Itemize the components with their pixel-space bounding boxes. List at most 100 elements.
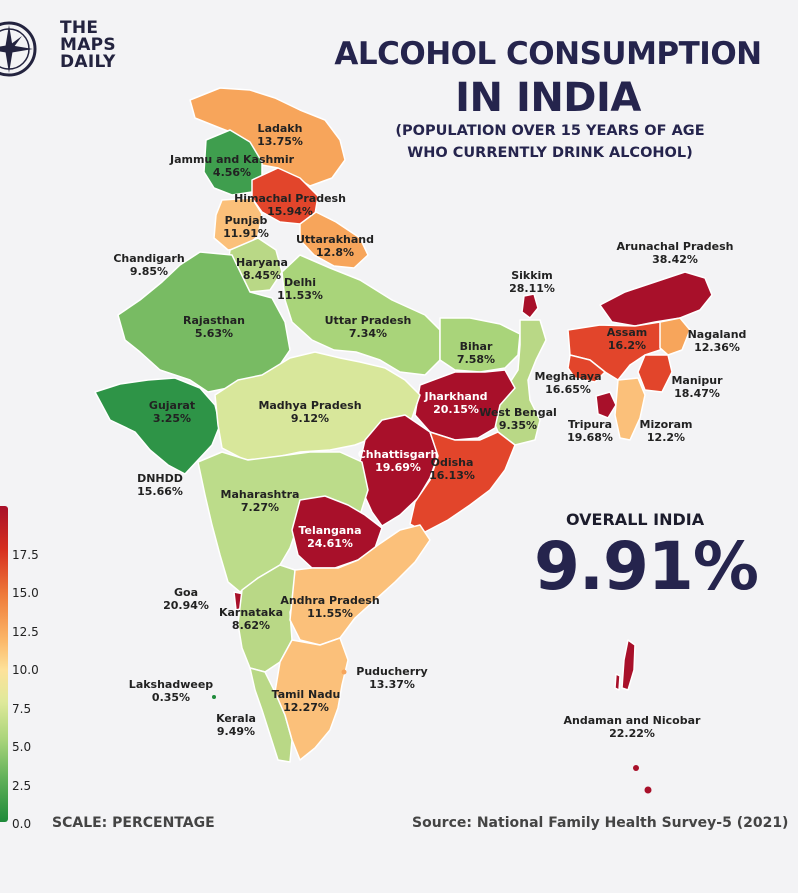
region-value: 15.94%	[267, 205, 313, 218]
region-value: 13.75%	[257, 135, 303, 148]
legend-tick: 7.5	[12, 702, 32, 716]
region-value: 11.53%	[277, 289, 323, 302]
label-rajasthan: Rajasthan 5.63%	[183, 314, 245, 340]
region-value: 7.58%	[456, 353, 496, 366]
region-shape-meghalaya	[567, 354, 606, 383]
region-name: Nagaland	[687, 328, 747, 341]
label-manipur: Manipur 18.47%	[671, 374, 722, 400]
region-name: Jammu and Kashmir	[169, 153, 295, 166]
region-name: Andaman and Nicobar	[563, 714, 701, 727]
region-value: 11.55%	[307, 607, 353, 620]
label-chhattisgarh: Chhattisgarh 19.69%	[358, 448, 439, 474]
region-value: 19.68%	[567, 431, 613, 444]
region-name: Chhattisgarh	[357, 448, 439, 461]
logo-line-2: MAPS	[60, 35, 116, 55]
color-scale-legend: 17.5 15.0 12.5 10.0 7.5 5.0 2.5 0.0	[0, 500, 60, 831]
region-name: Assam	[606, 326, 648, 339]
region-value: 4.56%	[212, 166, 252, 179]
region-name: Meghalaya	[534, 370, 602, 383]
region-shape-andhra-pradesh	[289, 524, 431, 646]
label-punjab: Punjab 11.91%	[223, 214, 269, 240]
region-name: Tamil Nadu	[271, 688, 341, 701]
region-shape-sikkim	[521, 293, 539, 319]
region-value: 3.25%	[152, 412, 192, 425]
region-shape-kerala	[249, 667, 293, 763]
label-jharkhand: Jharkhand 20.15%	[424, 390, 487, 416]
legend-tick: 2.5	[12, 779, 32, 793]
label-assam: Assam 16.2%	[607, 326, 648, 352]
label-kerala: Kerala 9.49%	[216, 712, 256, 738]
region-name: Ladakh	[257, 122, 303, 135]
region-name: Jharkhand	[424, 390, 488, 403]
region-name: Rajasthan	[183, 314, 245, 327]
region-name: Uttar Pradesh	[324, 314, 412, 327]
region-value: 38.42%	[652, 253, 698, 266]
region-shape-uttar-pradesh	[281, 254, 441, 376]
region-shape-andaman-2	[614, 673, 621, 691]
region-shape-gujarat	[94, 377, 221, 475]
region-shape-odisha	[409, 431, 516, 533]
label-haryana: Haryana 8.45%	[236, 256, 288, 282]
region-shape-mizoram	[614, 377, 646, 441]
region-shape-rajasthan	[117, 251, 291, 393]
region-value: 9.35%	[498, 419, 538, 432]
region-name: Manipur	[671, 374, 723, 387]
region-name: Chandigarh	[113, 252, 185, 265]
label-goa: Goa 20.94%	[163, 586, 209, 612]
label-telangana: Telangana 24.61%	[298, 524, 361, 550]
region-name: Bihar	[459, 340, 493, 353]
label-bihar: Bihar 7.58%	[457, 340, 495, 366]
label-uttar-pradesh: Uttar Pradesh 7.34%	[325, 314, 412, 340]
region-value: 13.37%	[369, 678, 415, 691]
region-value: 18.47%	[674, 387, 720, 400]
region-name: Puducherry	[356, 665, 428, 678]
region-value: 12.36%	[694, 341, 740, 354]
region-shape-puducherry	[341, 669, 347, 675]
label-mizoram: Mizoram 12.2%	[640, 418, 693, 444]
label-gujarat: Gujarat 3.25%	[149, 399, 195, 425]
logo-line-3: DAILY	[60, 52, 116, 72]
region-shape-west-bengal	[489, 319, 547, 446]
region-name: Uttarakhand	[296, 233, 374, 246]
region-name: Punjab	[224, 214, 268, 227]
label-maharashtra: Maharashtra 7.27%	[221, 488, 300, 514]
label-madhya-pradesh: Madhya Pradesh 9.12%	[258, 399, 361, 425]
region-name: Lakshadweep	[128, 678, 214, 691]
region-shape-lakshadweep	[212, 695, 216, 699]
region-name: Andhra Pradesh	[280, 594, 380, 607]
region-value: 24.61%	[307, 537, 353, 550]
region-value: 19.69%	[375, 461, 421, 474]
region-shape-manipur	[637, 354, 673, 393]
region-shape-nagaland	[659, 317, 691, 356]
region-value: 9.12%	[290, 412, 330, 425]
region-name: Madhya Pradesh	[258, 399, 362, 412]
source-credit: Source: National Family Health Survey-5 …	[412, 815, 789, 831]
subtitle-line-1: (POPULATION OVER 15 YEARS OF AGE	[395, 123, 705, 139]
region-value: 9.49%	[216, 725, 256, 738]
legend-tick: 5.0	[12, 740, 32, 754]
legend-tick: 0.0	[12, 817, 32, 831]
region-name: Haryana	[236, 256, 288, 269]
overall-india-value: 9.91%	[534, 528, 759, 605]
region-shape-jharkhand	[414, 369, 516, 441]
region-shape-nicobar-1	[633, 765, 639, 771]
label-chandigarh: Chandigarh 9.85%	[113, 252, 184, 278]
region-name: Sikkim	[511, 269, 553, 282]
color-scale-bar	[0, 506, 8, 822]
label-andaman-nicobar: Andaman and Nicobar 22.22%	[564, 714, 701, 740]
region-shape-tamil-nadu	[274, 637, 349, 761]
region-value: 8.62%	[231, 619, 271, 632]
label-karnataka: Karnataka 8.62%	[219, 606, 283, 632]
brand-logo: THE MAPS DAILY	[0, 14, 140, 84]
region-value: 5.63%	[194, 327, 234, 340]
logo-line-1: THE	[60, 18, 99, 38]
region-name: Odisha	[430, 456, 474, 469]
label-jammu-kashmir: Jammu and Kashmir 4.56%	[170, 153, 294, 179]
region-shape-arunachal	[599, 271, 713, 327]
region-value: 12.27%	[283, 701, 329, 714]
label-himachal: Himachal Pradesh 15.94%	[234, 192, 346, 218]
region-name: Goa	[173, 586, 199, 599]
region-name: Mizoram	[639, 418, 693, 431]
label-uttarakhand: Uttarakhand 12.8%	[296, 233, 374, 259]
